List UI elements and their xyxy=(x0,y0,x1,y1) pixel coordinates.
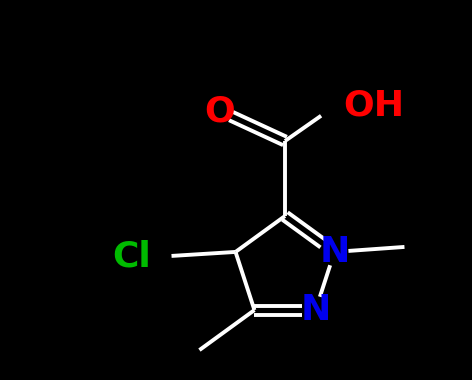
Text: Cl: Cl xyxy=(112,240,151,274)
Text: O: O xyxy=(205,94,236,128)
Text: OH: OH xyxy=(343,89,404,123)
Text: N: N xyxy=(300,293,331,327)
Text: N: N xyxy=(319,235,350,269)
